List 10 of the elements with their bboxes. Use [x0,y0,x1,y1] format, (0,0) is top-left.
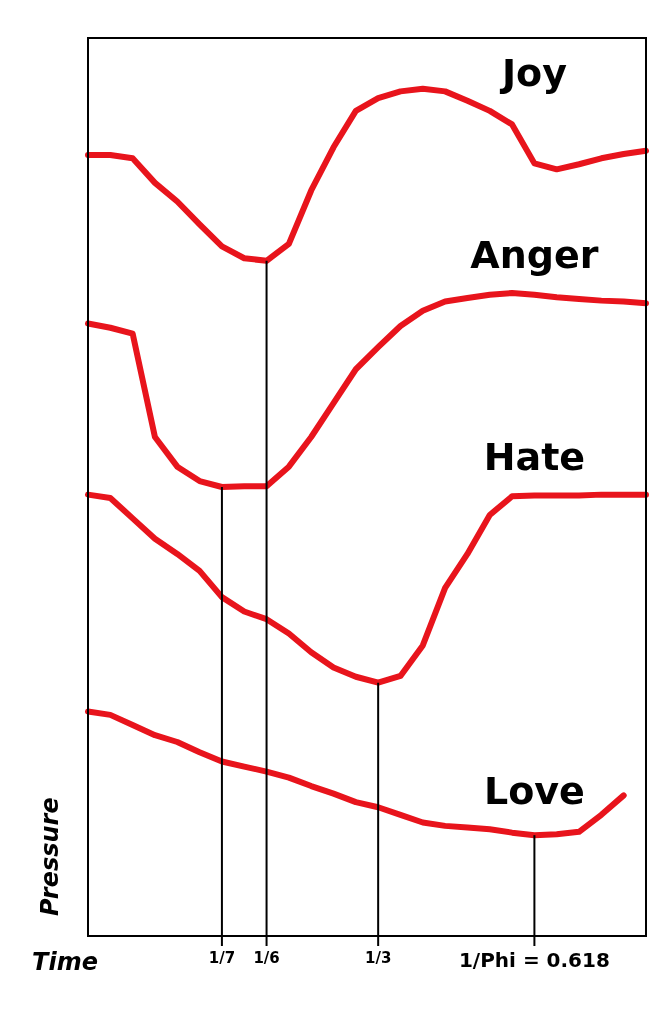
x-tick-label: 1/6 [253,948,280,967]
series-label: Hate [483,435,586,480]
series-label: Love [483,769,585,814]
series-label: Joy [498,50,568,95]
x-axis-title: Time [32,948,98,977]
series-label: Anger [470,232,599,277]
x-tick-label: 1/7 [208,948,236,967]
x-tick-label: 1/Phi = 0.618 [458,948,610,973]
x-tick-label: 1/3 [364,948,392,967]
y-axis-title: Pressure [36,797,65,916]
